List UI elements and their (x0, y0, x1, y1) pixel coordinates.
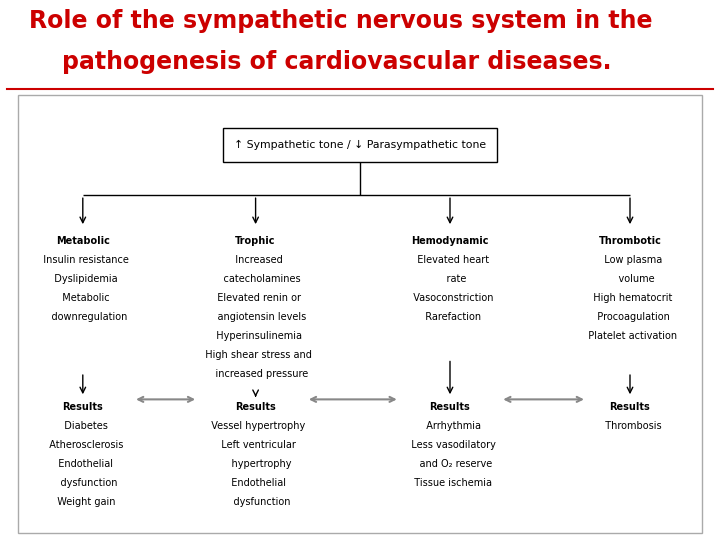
Text: Role of the sympathetic nervous system in the: Role of the sympathetic nervous system i… (29, 9, 652, 32)
Text: Tissue ischemia: Tissue ischemia (408, 478, 492, 488)
Bar (223, 129, 497, 163)
Text: angiotensin levels: angiotensin levels (205, 312, 306, 322)
Text: Results: Results (63, 402, 103, 411)
Text: hypertrophy: hypertrophy (220, 459, 292, 469)
Text: Thrombosis: Thrombosis (599, 421, 661, 431)
Text: Endothelial: Endothelial (225, 478, 286, 488)
Text: Results: Results (430, 402, 470, 411)
Text: Results: Results (610, 402, 650, 411)
Text: Elevated renin or: Elevated renin or (210, 293, 301, 303)
Text: Left ventricular: Left ventricular (215, 440, 296, 450)
Text: Trophic: Trophic (235, 236, 276, 246)
Text: Dyslipidemia: Dyslipidemia (48, 274, 117, 284)
Text: pathogenesis of cardiovascular diseases.: pathogenesis of cardiovascular diseases. (29, 50, 611, 74)
Text: Thrombotic: Thrombotic (598, 236, 662, 246)
Text: Insulin resistance: Insulin resistance (37, 255, 129, 265)
Text: and O₂ reserve: and O₂ reserve (408, 459, 492, 469)
Text: High hematocrit: High hematocrit (588, 293, 672, 303)
Text: Platelet activation: Platelet activation (582, 332, 678, 341)
Text: Vessel hypertrophy: Vessel hypertrophy (205, 421, 306, 431)
Text: Procoagulation: Procoagulation (590, 312, 670, 322)
Text: Elevated heart: Elevated heart (411, 255, 489, 265)
Text: dysfunction: dysfunction (221, 497, 290, 507)
Text: Endothelial: Endothelial (53, 459, 113, 469)
Text: Results: Results (235, 402, 276, 411)
Text: catecholamines: catecholamines (211, 274, 300, 284)
Text: Metabolic: Metabolic (56, 293, 109, 303)
Text: Arrhythmia: Arrhythmia (420, 421, 480, 431)
Text: volume: volume (606, 274, 654, 284)
Text: Rarefaction: Rarefaction (419, 312, 481, 322)
Text: Weight gain: Weight gain (50, 497, 115, 507)
Text: High shear stress and: High shear stress and (199, 350, 312, 360)
Text: rate: rate (434, 274, 466, 284)
Text: Less vasodilatory: Less vasodilatory (405, 440, 495, 450)
Text: Increased: Increased (229, 255, 282, 265)
Text: ↑ Sympathetic tone / ↓ Parasympathetic tone: ↑ Sympathetic tone / ↓ Parasympathetic t… (234, 140, 486, 151)
Text: Hemodynamic: Hemodynamic (411, 236, 489, 246)
Text: Hyperinsulinemia: Hyperinsulinemia (210, 332, 302, 341)
Text: Metabolic: Metabolic (56, 236, 109, 246)
Text: Atherosclerosis: Atherosclerosis (42, 440, 123, 450)
Text: downregulation: downregulation (39, 312, 127, 322)
Text: Low plasma: Low plasma (598, 255, 662, 265)
Text: Diabetes: Diabetes (58, 421, 108, 431)
Text: dysfunction: dysfunction (48, 478, 117, 488)
Text: Vasoconstriction: Vasoconstriction (407, 293, 493, 303)
Text: increased pressure: increased pressure (203, 369, 308, 380)
